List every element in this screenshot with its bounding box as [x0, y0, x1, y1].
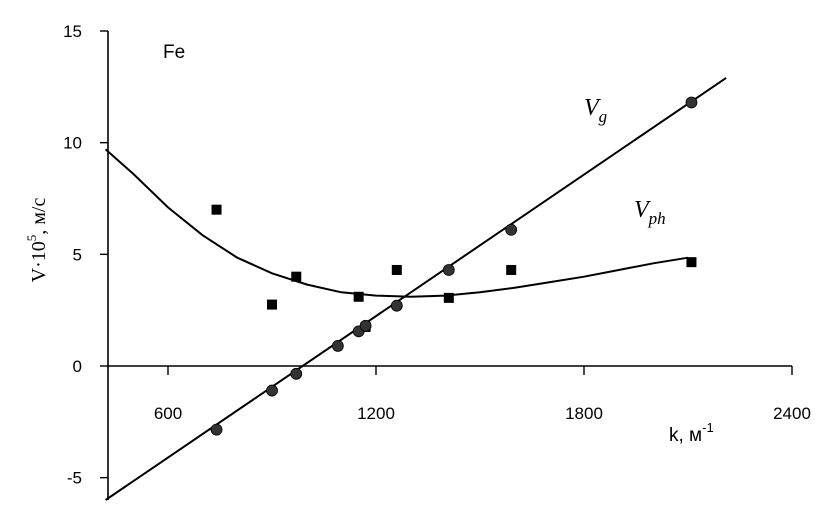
vg-point	[290, 367, 303, 380]
vph-fit-curve	[104, 148, 689, 298]
vg-point	[359, 319, 372, 332]
series-label-vg-sub: g	[599, 107, 608, 126]
x-tick-label: 1200	[357, 404, 395, 423]
series-label-vph: Vph	[634, 197, 666, 228]
vg-point	[390, 299, 403, 312]
chart-annotation: Fe	[163, 42, 185, 63]
x-axis-label-main: k, м	[669, 425, 702, 446]
vg-point	[505, 223, 518, 236]
x-tick-label: 2400	[773, 404, 811, 423]
vg-fit-line	[105, 77, 727, 501]
fit-curves	[104, 77, 727, 501]
y-tick-label: -5	[67, 469, 82, 488]
data-markers	[210, 96, 698, 436]
vg-point	[266, 384, 278, 397]
y-tick-label: 0	[73, 357, 82, 376]
series-label-vph-sub: ph	[648, 209, 666, 228]
vph-point	[506, 264, 517, 275]
y-tick-label: 15	[63, 22, 82, 41]
vg-point	[210, 423, 223, 436]
vg-point	[331, 339, 344, 352]
vph-point	[291, 271, 302, 282]
axes	[107, 31, 792, 500]
vph-point	[267, 299, 277, 310]
axis-ticks: 600 1200 1800 2400 -5 0 5 10 15	[63, 22, 811, 488]
y-tick-label: 10	[63, 134, 82, 153]
vph-point	[211, 204, 222, 215]
vph-point	[353, 291, 364, 302]
vg-point	[442, 264, 455, 276]
y-tick-label: 5	[73, 245, 82, 264]
series-label-vg-main: V	[584, 95, 601, 121]
series-label-vg: Vg	[584, 95, 607, 126]
y-axis-label: V·105, м/с	[24, 198, 50, 283]
vg-point	[685, 96, 698, 109]
vph-point	[686, 257, 697, 268]
y-axis-label-main: V·10	[28, 241, 50, 282]
x-tick-label: 1800	[565, 404, 603, 423]
vph-point	[443, 292, 454, 303]
x-axis-label: k, м-1	[669, 420, 714, 446]
y-axis-label-unit: , м/с	[28, 198, 50, 235]
series-label-vph-main: V	[634, 197, 651, 223]
x-tick-label: 600	[154, 404, 182, 423]
y-axis-label-exp: 5	[24, 235, 39, 242]
vph-point	[391, 264, 402, 275]
x-axis-label-exp: -1	[702, 420, 714, 435]
